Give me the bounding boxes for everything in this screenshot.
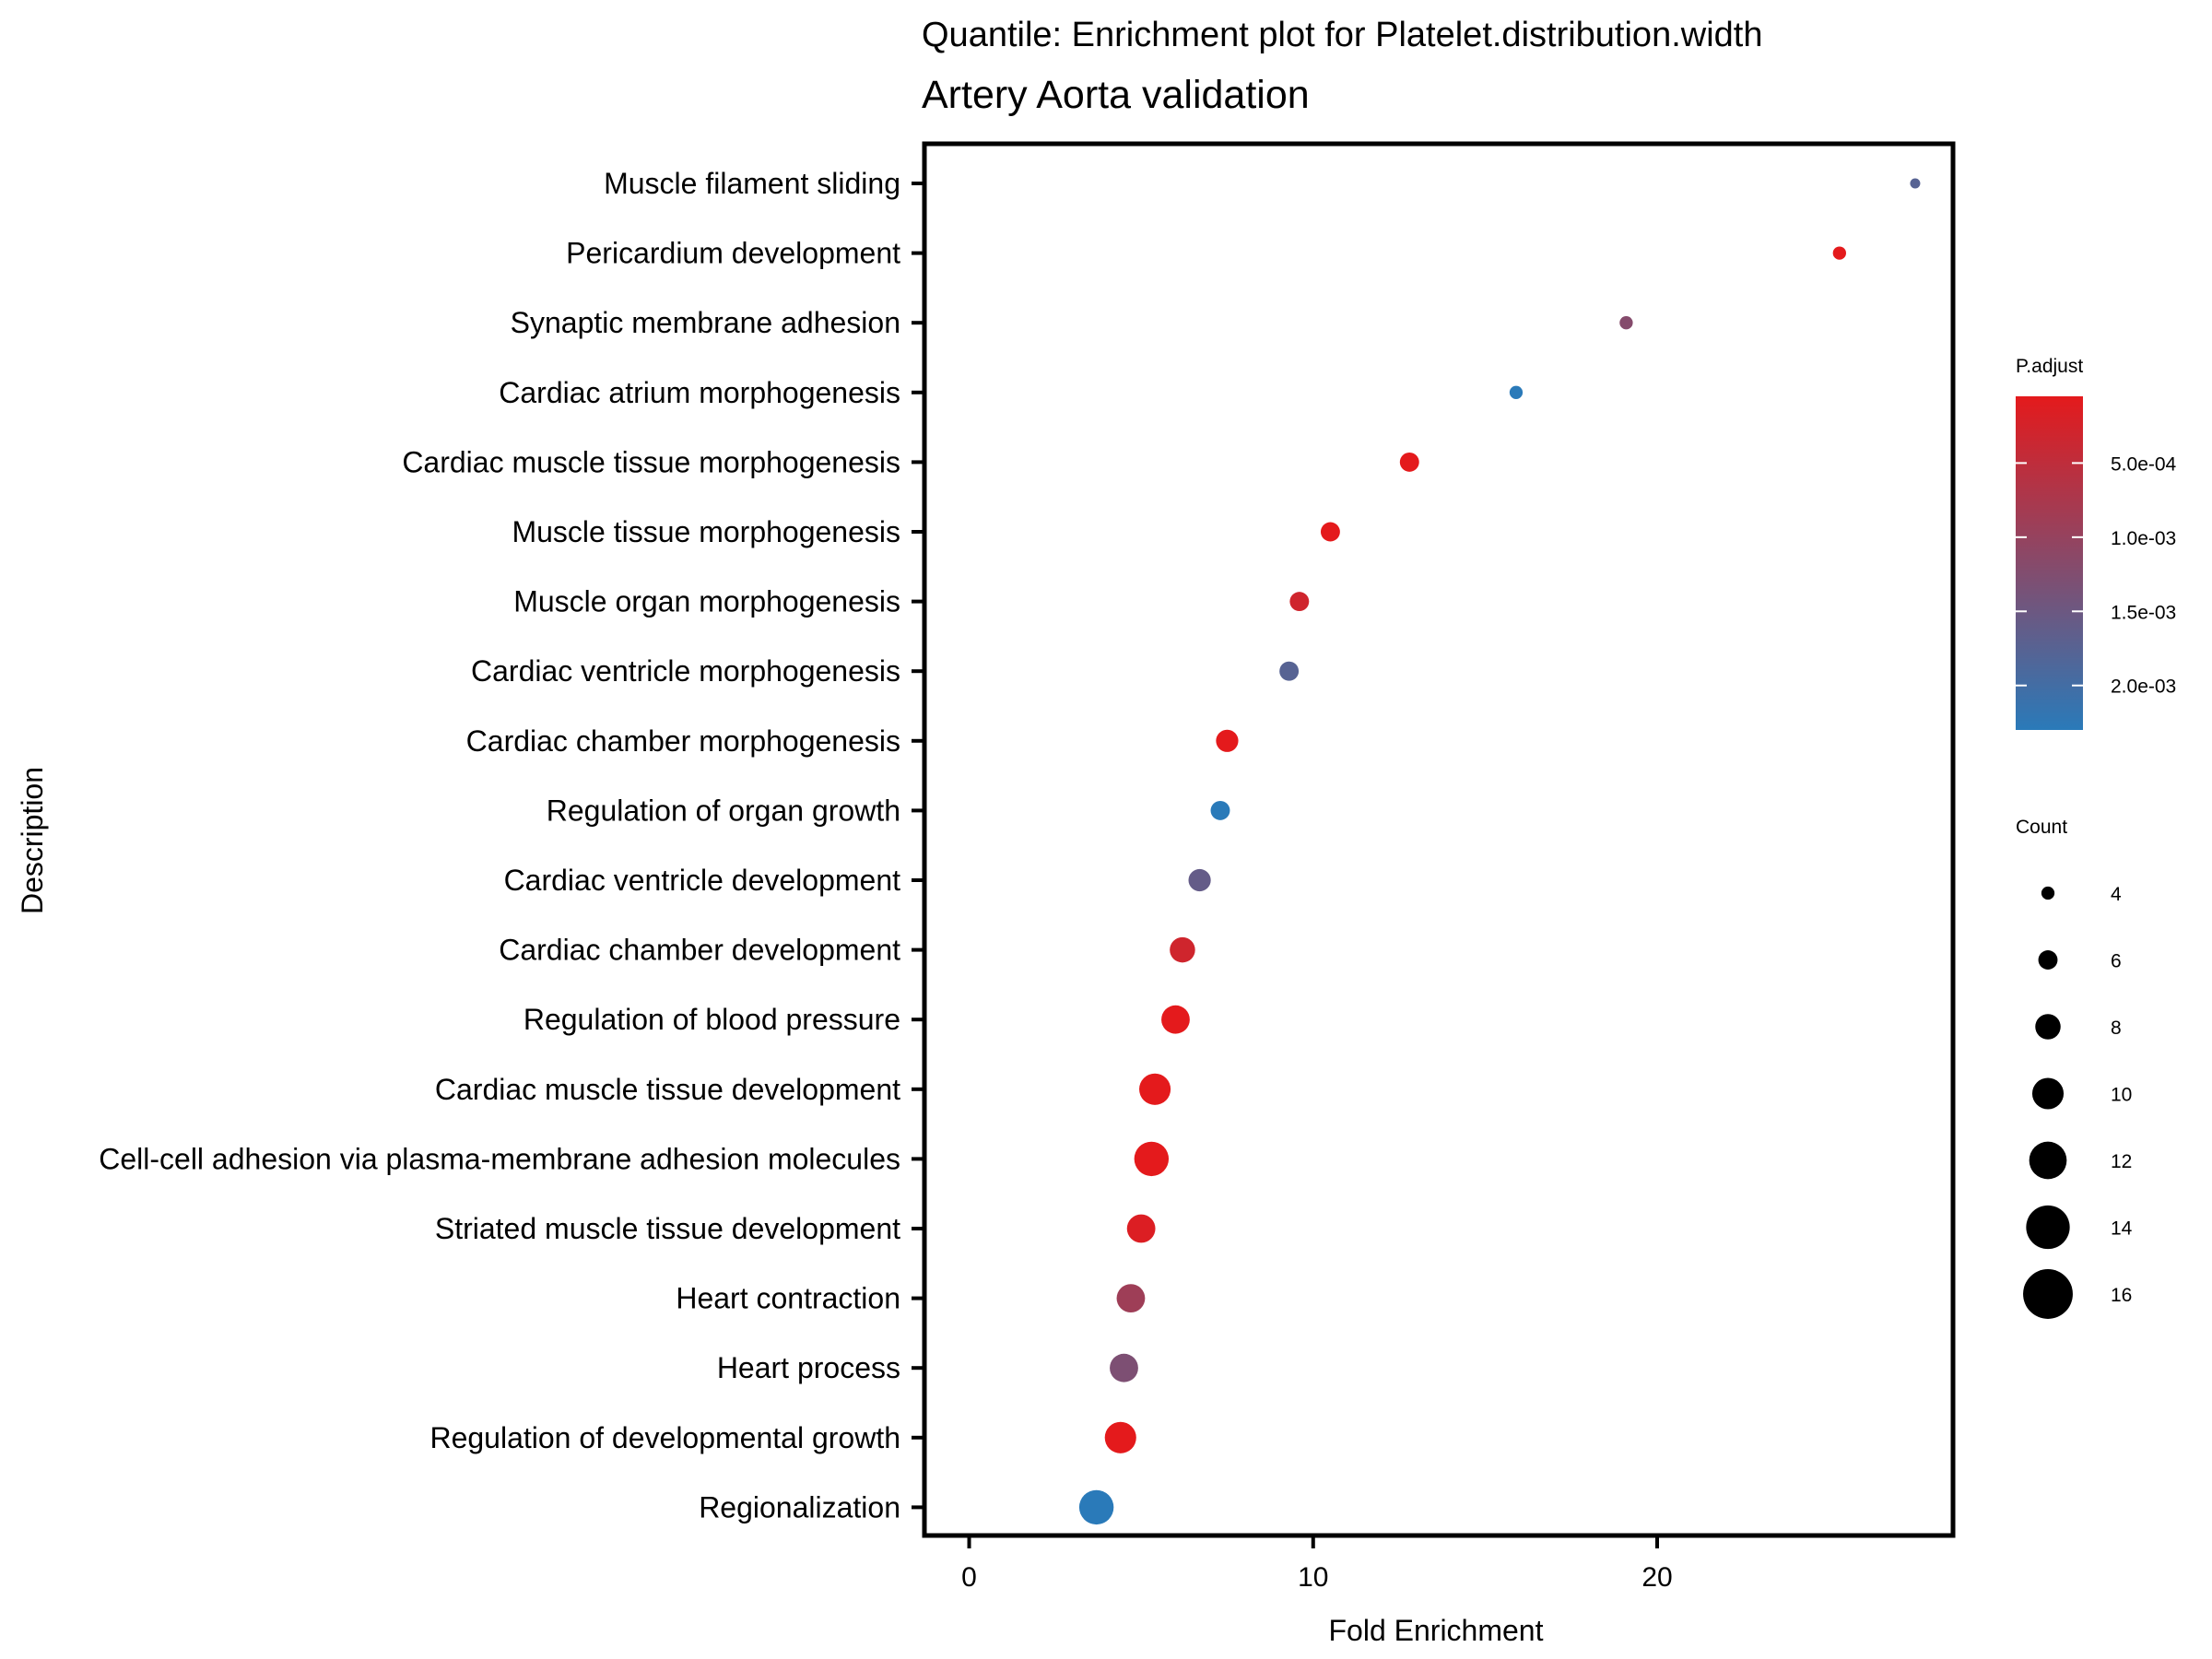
size-legend-key <box>2031 1077 2065 1110</box>
size-legend-label: 12 <box>2111 1151 2132 1172</box>
y-tick-label: Cardiac ventricle morphogenesis <box>471 654 900 688</box>
size-legend-label: 4 <box>2111 884 2122 905</box>
y-tick-label: Muscle filament sliding <box>604 167 900 200</box>
y-tick-label: Synaptic membrane adhesion <box>511 306 900 339</box>
y-axis: Muscle filament sliding Pericardium devel… <box>99 167 924 1524</box>
y-axis-label: Description <box>16 767 49 914</box>
color-legend-bar <box>2016 396 2083 730</box>
data-point <box>1110 1353 1138 1382</box>
size-legend-key <box>2023 1269 2073 1319</box>
size-legend-key <box>2035 1014 2061 1040</box>
y-tick-label: Cell-cell adhesion via plasma-membrane a… <box>99 1142 900 1175</box>
y-tick-label: Regulation of blood pressure <box>524 1003 900 1036</box>
data-point <box>1116 1284 1146 1312</box>
size-legend-label: 10 <box>2111 1085 2132 1106</box>
color-legend-label: 5.0e-04 <box>2111 453 2177 475</box>
x-tick-label: 0 <box>961 1562 977 1593</box>
size-legend-label: 6 <box>2111 951 2122 972</box>
data-point <box>1170 936 1195 963</box>
data-point <box>1134 1141 1170 1177</box>
y-tick-label: Cardiac chamber development <box>499 934 900 967</box>
data-point <box>1399 452 1419 472</box>
size-legend-key <box>2026 1205 2070 1250</box>
data-point <box>1126 1214 1156 1243</box>
data-point <box>1104 1421 1136 1453</box>
chart-subtitle: Artery Aorta validation <box>922 73 1310 117</box>
data-point <box>1320 522 1340 542</box>
data-point <box>1910 178 1921 189</box>
color-legend-label: 2.0e-03 <box>2111 677 2176 698</box>
size-legend-label: 16 <box>2111 1285 2132 1306</box>
x-axis-label: Fold Enrichment <box>1329 1614 1544 1647</box>
y-tick-label: Regionalization <box>699 1490 900 1524</box>
y-tick-label: Pericardium development <box>566 237 900 270</box>
data-point <box>1509 385 1524 399</box>
data-point <box>1279 661 1300 681</box>
size-legend-key <box>2029 1141 2067 1180</box>
color-legend-label: 1.5e-03 <box>2111 602 2176 623</box>
data-point <box>1078 1489 1114 1525</box>
y-tick-label: Cardiac atrium morphogenesis <box>499 376 900 409</box>
y-tick-label: Regulation of organ growth <box>547 794 900 827</box>
size-legend-label: 14 <box>2111 1218 2133 1240</box>
y-tick-label: Regulation of developmental growth <box>429 1421 900 1454</box>
data-point <box>1188 868 1211 892</box>
y-tick-label: Heart process <box>717 1351 900 1384</box>
data-point <box>1216 729 1239 752</box>
data-point <box>1832 246 1846 260</box>
data-point <box>1210 800 1230 820</box>
y-tick-label: Cardiac ventricle development <box>504 864 901 897</box>
color-legend-label: 1.0e-03 <box>2111 528 2176 549</box>
color-legend: P.adjust 5.0e-04 1.0e-03 1.5e-03 2.0e-03 <box>2016 356 2177 730</box>
y-tick-label: Muscle tissue morphogenesis <box>512 515 900 548</box>
x-tick-label: 10 <box>1298 1562 1328 1593</box>
y-tick-label: Heart contraction <box>676 1282 900 1315</box>
size-legend-key <box>2041 886 2055 900</box>
size-legend-title: Count <box>2016 817 2067 838</box>
data-points <box>1078 178 1921 1525</box>
color-legend-title: P.adjust <box>2016 356 2083 377</box>
plot-panel <box>922 141 1956 1538</box>
size-legend: Count 4 6 8 10 12 14 16 <box>2016 817 2133 1319</box>
data-point <box>1289 592 1310 612</box>
chart-title: Quantile: Enrichment plot for Platelet.d… <box>922 16 1762 54</box>
y-tick-label: Cardiac muscle tissue development <box>435 1073 900 1106</box>
size-legend-key <box>2038 950 2058 970</box>
y-tick-label: Striated muscle tissue development <box>435 1212 900 1245</box>
y-tick-label: Muscle organ morphogenesis <box>513 585 900 618</box>
y-tick-label: Cardiac muscle tissue morphogenesis <box>402 445 900 478</box>
x-axis: 0 10 20 <box>961 1535 1673 1593</box>
size-legend-label: 8 <box>2111 1018 2122 1039</box>
y-tick-label: Cardiac chamber morphogenesis <box>466 724 900 758</box>
data-point <box>1161 1005 1190 1034</box>
data-point <box>1619 316 1633 330</box>
x-tick-label: 20 <box>1641 1562 1672 1593</box>
data-point <box>1139 1073 1171 1105</box>
